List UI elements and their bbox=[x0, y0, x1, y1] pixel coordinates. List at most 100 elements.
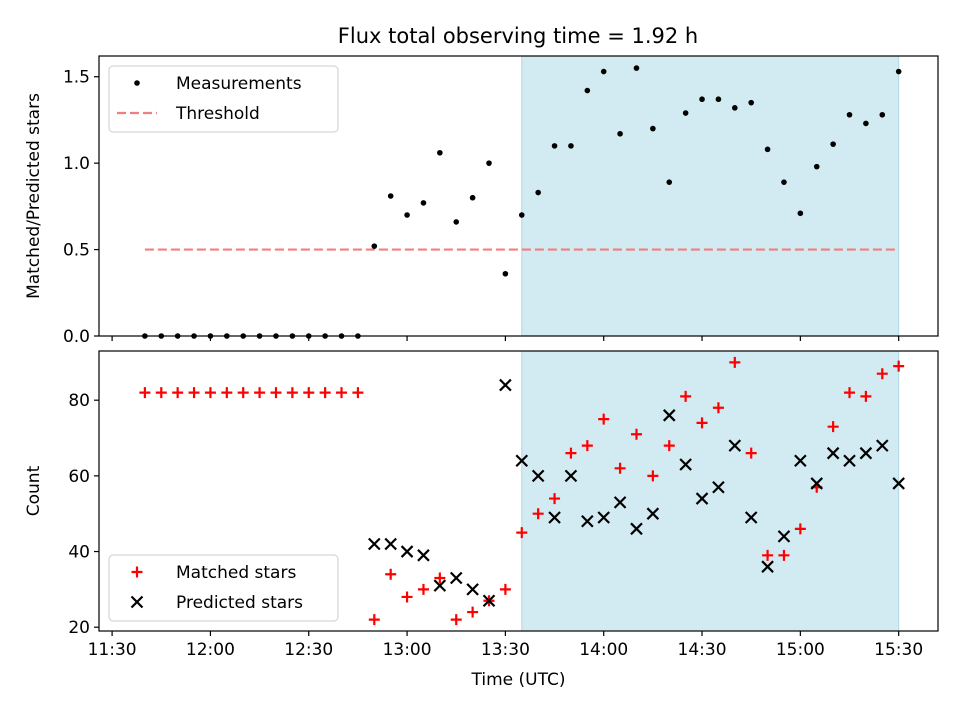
predicted-star-point bbox=[646, 507, 660, 520]
measurement-point bbox=[600, 68, 607, 75]
y-axis-label: Matched/Predicted stars bbox=[24, 93, 44, 299]
y-tick-label: 60 bbox=[68, 467, 90, 487]
measurement-point bbox=[453, 219, 460, 225]
bottom-panel: 20 40 60 80 11:30 12:00 12:30 13:00 13:30 14:00 14… bbox=[24, 350, 939, 690]
predicted-star-point bbox=[712, 480, 725, 494]
measurement-point bbox=[617, 130, 623, 137]
predicted-star-point bbox=[679, 458, 692, 471]
x-tick-label: 11:30 bbox=[88, 640, 137, 660]
measurement-point bbox=[699, 96, 705, 103]
shaded-span bbox=[521, 55, 900, 337]
matched-star-point bbox=[565, 447, 577, 459]
predicted-star-point bbox=[876, 439, 889, 452]
matched-star-point bbox=[417, 583, 429, 595]
measurement-point bbox=[568, 143, 574, 149]
chart-title: Flux total observing time = 1.92 h bbox=[338, 24, 698, 48]
matched-star-point bbox=[680, 390, 692, 402]
measurement-point bbox=[895, 68, 902, 75]
matched-star-point bbox=[303, 387, 315, 399]
predicted-star-point bbox=[384, 537, 397, 551]
measurement-point bbox=[781, 179, 787, 185]
y-tick-label: 1.0 bbox=[63, 154, 90, 174]
predicted-star-point bbox=[515, 454, 529, 468]
predicted-star-point bbox=[466, 583, 479, 596]
measurement-point bbox=[518, 212, 525, 218]
legend: Measurements Threshold bbox=[108, 65, 339, 133]
legend-label: Matched stars bbox=[176, 563, 296, 583]
matched-star-point bbox=[712, 402, 724, 414]
measurement-point bbox=[633, 65, 640, 71]
measurement-point bbox=[486, 160, 492, 166]
shaded-span bbox=[521, 350, 900, 632]
measurement-point bbox=[404, 212, 410, 218]
legend-box bbox=[108, 554, 339, 622]
matched-star-point bbox=[450, 614, 462, 626]
axes-frame bbox=[98, 55, 939, 337]
measurement-point bbox=[535, 189, 541, 196]
legend: Matched stars Predicted stars bbox=[108, 554, 339, 622]
x-tick-label: 13:30 bbox=[481, 640, 530, 660]
matched-star-point bbox=[139, 387, 151, 399]
matched-star-point bbox=[778, 549, 790, 561]
y-tick-label: 40 bbox=[68, 543, 90, 563]
predicted-star-point bbox=[449, 571, 463, 585]
axes-frame bbox=[98, 350, 939, 632]
matched-star-point bbox=[155, 387, 167, 399]
measurement-point bbox=[764, 146, 771, 153]
predicted-star-point bbox=[662, 409, 676, 422]
measurement-point bbox=[551, 143, 558, 149]
predicted-star-point bbox=[531, 469, 545, 483]
matched-star-point bbox=[893, 360, 905, 372]
predicted-star-point bbox=[728, 439, 742, 452]
matched-star-point bbox=[336, 387, 348, 399]
matched-star-point bbox=[319, 387, 331, 399]
x-tick-label: 12:30 bbox=[284, 640, 333, 660]
measurement-point bbox=[682, 110, 689, 116]
x-tick-label: 15:00 bbox=[776, 640, 825, 660]
matched-star-point bbox=[696, 417, 708, 429]
predicted-star-point bbox=[597, 511, 610, 524]
measurement-point bbox=[469, 194, 476, 201]
measurement-point bbox=[846, 111, 853, 118]
predicted-star-point bbox=[777, 530, 791, 543]
matched-star-point bbox=[581, 440, 593, 452]
legend-box bbox=[108, 65, 339, 133]
measurement-point bbox=[863, 120, 869, 127]
predicted-star-point bbox=[761, 560, 774, 573]
x-axis-label: Time (UTC) bbox=[471, 670, 566, 690]
matched-star-point bbox=[499, 583, 511, 595]
measurement-point bbox=[666, 179, 673, 185]
predicted-star-point bbox=[400, 545, 414, 558]
y-tick-label: 20 bbox=[68, 618, 90, 638]
measurement-point bbox=[371, 243, 378, 249]
predicted-star-point bbox=[564, 469, 578, 483]
matched-star-point bbox=[352, 387, 364, 399]
matched-star-point bbox=[434, 572, 446, 584]
matched-star-point bbox=[401, 591, 413, 603]
predicted-star-point bbox=[613, 496, 627, 509]
predicted-star-point bbox=[794, 454, 807, 468]
measurement-point bbox=[650, 125, 656, 132]
x-tick-label: 14:30 bbox=[678, 640, 727, 660]
measurement-point bbox=[437, 149, 443, 156]
matched-star-point bbox=[762, 549, 774, 561]
matched-star-point bbox=[630, 428, 642, 440]
matched-star-point bbox=[467, 606, 479, 618]
x-tick-label: 12:00 bbox=[186, 640, 235, 660]
legend-matched-marker bbox=[131, 566, 143, 578]
x-tick-label: 15:30 bbox=[874, 640, 923, 660]
y-tick-label: 80 bbox=[68, 391, 90, 411]
predicted-star-point bbox=[630, 522, 643, 536]
legend-measurement-marker bbox=[134, 80, 140, 86]
matched-star-point bbox=[204, 387, 216, 399]
predicted-star-point bbox=[695, 492, 709, 505]
y-tick-label: 0.5 bbox=[63, 241, 90, 261]
legend-label: Predicted stars bbox=[176, 593, 303, 613]
matched-star-point bbox=[532, 508, 544, 520]
matched-star-point bbox=[827, 421, 839, 433]
measurement-point bbox=[797, 210, 804, 217]
x-tick-label: 13:00 bbox=[383, 640, 432, 660]
matched-star-point bbox=[647, 470, 659, 482]
